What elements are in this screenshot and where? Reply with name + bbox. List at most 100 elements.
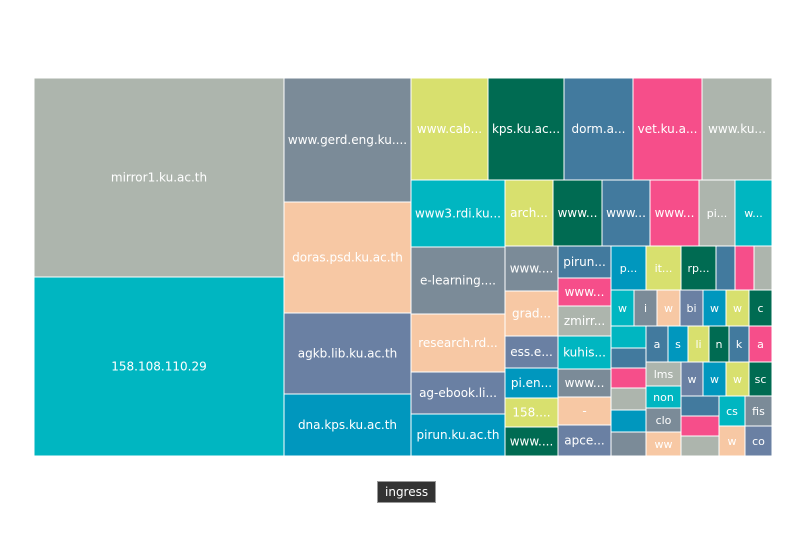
treemap-cell-label: www... (558, 206, 598, 220)
treemap-cell-label: www.ku... (708, 122, 766, 136)
treemap-cell-label: e-learning.... (420, 274, 496, 288)
treemap-cell[interactable] (557, 305, 612, 337)
treemap-cell-unlabeled[interactable] (610, 409, 647, 433)
treemap-cell[interactable] (734, 179, 773, 247)
treemap-cell-label: pi... (707, 207, 728, 220)
treemap-cell-label: ww (655, 438, 673, 451)
treemap-cell-label: apce... (564, 434, 604, 448)
treemap-cell-unlabeled[interactable] (610, 431, 647, 457)
treemap-cell[interactable] (504, 426, 559, 457)
treemap-cell-label: www... (565, 376, 605, 390)
treemap-cell-label: 158.... (512, 406, 550, 420)
treemap-cell-unlabeled[interactable] (753, 245, 773, 291)
treemap-cell-label: w (618, 302, 627, 315)
treemap-cell-unlabeled[interactable] (610, 367, 647, 389)
treemap-cell-label: research.rd... (418, 336, 498, 350)
treemap-cell-label: k (736, 338, 743, 351)
treemap-cell-label: it... (655, 262, 673, 275)
treemap-cell-label: mirror1.ku.ac.th (111, 171, 207, 185)
treemap-cell[interactable] (601, 179, 651, 247)
treemap-cell-label: ag-ebook.li... (419, 386, 497, 400)
treemap-cell-unlabeled[interactable] (610, 325, 647, 349)
treemap-cell-label: vet.ku.a... (638, 122, 698, 136)
treemap-cell-unlabeled[interactable] (680, 395, 720, 417)
treemap-cell-label: www... (565, 285, 605, 299)
treemap-cell[interactable] (504, 179, 554, 247)
treemap-cell-label: sc (755, 373, 767, 386)
treemap-cell-label: doras.psd.ku.ac.th (292, 251, 403, 265)
treemap-cell-label: - (582, 404, 586, 418)
treemap-cell-label: co (752, 435, 765, 448)
treemap-cell[interactable] (557, 245, 612, 279)
treemap-cell-label: www3.rdi.ku... (415, 207, 501, 221)
treemap-cell-label: w (664, 302, 673, 315)
treemap-cell[interactable] (557, 424, 612, 457)
treemap-cell[interactable] (283, 201, 412, 314)
treemap-cell[interactable] (645, 407, 682, 433)
treemap-cell-label: kps.ku.ac... (492, 122, 560, 136)
treemap-cell[interactable] (487, 77, 565, 181)
treemap-cell[interactable] (283, 77, 412, 203)
treemap-cell-unlabeled[interactable] (610, 347, 647, 369)
treemap-cell[interactable] (504, 245, 559, 292)
treemap-cell-label: clo (656, 414, 672, 427)
treemap-cell[interactable] (283, 393, 412, 457)
treemap-cell-label: non (653, 391, 674, 404)
treemap-cell-label: zmirr... (564, 314, 605, 328)
treemap-cell[interactable] (718, 425, 746, 457)
treemap-cell-label: w (733, 373, 742, 386)
treemap-cell[interactable] (33, 276, 285, 457)
treemap-cell-label: pirun.ku.ac.th (417, 428, 500, 442)
treemap-cell-label: 158.108.110.29 (111, 360, 206, 374)
treemap-cell-label: i (644, 302, 647, 315)
treemap-cell-label: dna.kps.ku.ac.th (298, 418, 397, 432)
treemap-cell-label: n (716, 338, 723, 351)
treemap-cell[interactable] (410, 413, 506, 457)
treemap-cell-label: w (710, 373, 719, 386)
treemap-cell-label: w (688, 373, 697, 386)
treemap-cell-label: arch... (510, 206, 548, 220)
treemap-cell-label: pi.en... (511, 376, 552, 390)
treemap-cell-label: www.... (510, 262, 554, 276)
treemap-cell-label: rp... (688, 262, 710, 275)
treemap-cell[interactable] (744, 395, 773, 427)
treemap-cell[interactable] (504, 397, 559, 428)
treemap-cell-label: www.gerd.eng.ku.... (288, 133, 407, 147)
treemap-cell-label: s (675, 338, 681, 351)
treemap-cell-label: lms (654, 368, 674, 381)
treemap-cell-label: w (733, 302, 742, 315)
treemap-cell-unlabeled[interactable] (680, 435, 720, 457)
treemap-cell-label: dorm.a... (572, 122, 626, 136)
treemap-cell[interactable] (701, 77, 773, 181)
treemap-cell-unlabeled[interactable] (610, 387, 647, 411)
treemap-cell-label: p... (620, 262, 637, 275)
treemap-cell[interactable] (410, 179, 506, 248)
treemap-cell[interactable] (744, 425, 773, 457)
treemap-cell-unlabeled[interactable] (734, 245, 755, 291)
treemap-cell-label: bi (686, 302, 696, 315)
treemap-cell-label: agkb.lib.ku.ac.th (298, 347, 398, 361)
treemap-cell[interactable] (645, 361, 682, 387)
treemap-cell-unlabeled[interactable] (715, 245, 736, 291)
treemap-cell-label: w (728, 435, 737, 448)
treemap-cell-label: cs (726, 405, 738, 418)
treemap-cell[interactable] (410, 246, 506, 315)
treemap-cell[interactable] (645, 245, 682, 291)
treemap-cell-unlabeled[interactable] (680, 415, 720, 437)
treemap-cell[interactable] (645, 431, 682, 457)
treemap-cell-label: a (757, 338, 764, 351)
treemap-cell[interactable] (410, 313, 506, 373)
treemap-cell[interactable] (33, 77, 285, 278)
treemap-cell-label: w (710, 302, 719, 315)
treemap-cell[interactable] (698, 179, 736, 247)
treemap-cell[interactable] (557, 368, 612, 398)
treemap-cell[interactable] (610, 245, 647, 291)
treemap-cell[interactable] (283, 312, 412, 395)
treemap-cell[interactable] (649, 179, 700, 247)
treemap-cell-label: w... (744, 207, 762, 220)
treemap-cell[interactable] (632, 77, 703, 181)
treemap-cell[interactable] (552, 179, 603, 247)
legend-ingress[interactable]: ingress (377, 481, 437, 503)
treemap-cell-label: ess.e... (510, 345, 553, 359)
